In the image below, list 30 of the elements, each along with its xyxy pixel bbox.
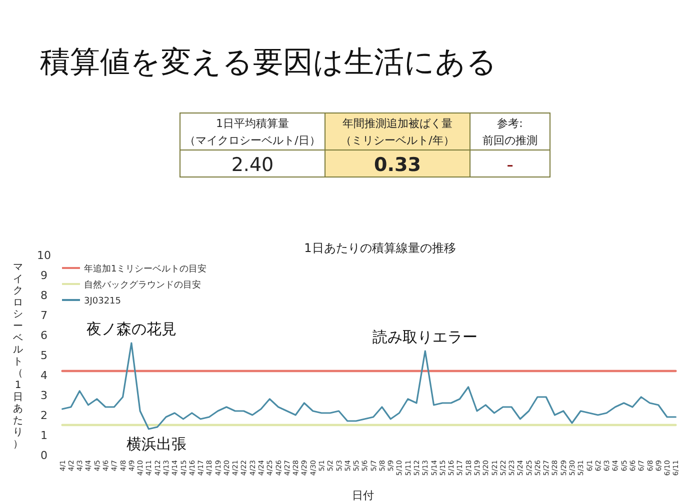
text: 前回の推測 <box>482 134 538 147</box>
y-tick-label: 7 <box>40 309 48 322</box>
y-tick-label: 4 <box>40 369 48 382</box>
y-tick-label: 9 <box>40 269 48 282</box>
y-tick-label: 8 <box>40 289 48 302</box>
y-tick-label: 2 <box>40 409 48 422</box>
y-tick-label: 3 <box>40 389 48 402</box>
legend-label: 3J03215 <box>84 296 122 306</box>
y-tick-label: 10 <box>37 249 51 262</box>
annotation: 読み取りエラー <box>372 328 478 346</box>
chart-title: 1日あたりの積算線量の推移 <box>304 241 456 255</box>
y-tick-label: 0 <box>40 449 48 462</box>
annotation: 夜ノ森の花見 <box>86 320 176 338</box>
text: 1日平均積算量 <box>216 117 289 130</box>
legend-label: 自然バックグラウンドの目安 <box>84 280 201 290</box>
text: （マイクロシーベルト/日） <box>184 134 320 147</box>
legend-label: 年追加1ミリシーベルトの目安 <box>84 264 207 274</box>
text: - <box>506 154 514 176</box>
text: マイクロシーベルト（1日あたり） <box>13 262 23 450</box>
text: 0.33 <box>374 154 421 176</box>
y-tick-label: 5 <box>40 349 48 362</box>
x-axis-title: 日付 <box>352 489 374 502</box>
text: 年間推測追加被ばく量 <box>342 117 452 130</box>
text: （ミリシーベルト/年） <box>340 134 454 147</box>
annotation: 横浜出張 <box>126 435 187 453</box>
text: 2.40 <box>231 154 274 176</box>
y-tick-label: 1 <box>40 429 48 442</box>
text: 積算値を変える要因は生活にある <box>40 45 497 80</box>
text: 参考: <box>497 117 523 130</box>
y-tick-label: 6 <box>40 329 48 342</box>
